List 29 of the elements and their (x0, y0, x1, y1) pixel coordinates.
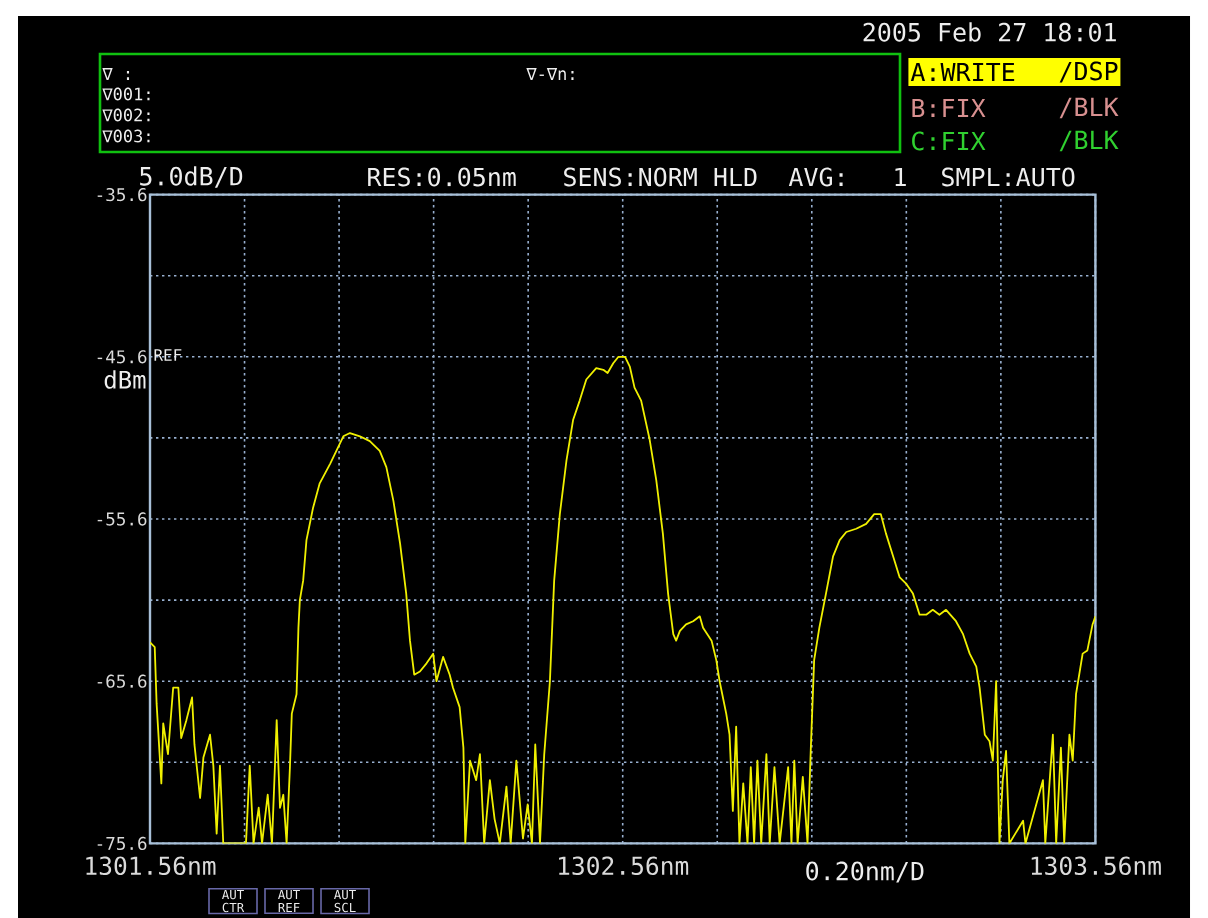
text: ∇ : (102, 68, 130, 80)
text: 1 (895, 167, 906, 187)
text: SMPL:AUTO (942, 167, 1075, 187)
y-tick-label: -35.6 (97, 187, 147, 202)
text: C:FIX (912, 131, 986, 151)
text: /BLK (1059, 130, 1119, 152)
y-tick-label: -75.6 (97, 836, 147, 851)
x-tick-label: 1302.56nm (559, 856, 689, 876)
annotation: REF (154, 349, 182, 361)
y-tick-label: -55.6 (97, 512, 147, 526)
text: 2005 Feb 27 18:01 (863, 22, 1116, 42)
x-axis-title: 0.20nm/D (806, 861, 924, 883)
y-tick-label: -65.6 (97, 674, 147, 688)
y-axis-title: dBm (104, 370, 146, 389)
text: ∇003: (102, 129, 150, 143)
text: /DSP (1059, 61, 1118, 83)
text: ∇-∇n: (526, 68, 574, 80)
x-tick-label: 1303.56nm (1031, 856, 1161, 876)
x-tick-label: 1301.56nm (86, 856, 216, 876)
y-tick-label: -45.6 (97, 350, 147, 364)
text: /BLK (1059, 97, 1119, 119)
text: AVG: (788, 167, 843, 187)
text: 5.0dB/D (140, 166, 243, 188)
text: RES:0.05nm (368, 167, 516, 187)
text: SENS:NORM HLD (564, 167, 757, 187)
text: B:FIX (912, 98, 986, 118)
text: ∇001: (102, 87, 150, 101)
text: A:WRITE (910, 62, 1015, 82)
text: ∇002: (102, 108, 150, 122)
